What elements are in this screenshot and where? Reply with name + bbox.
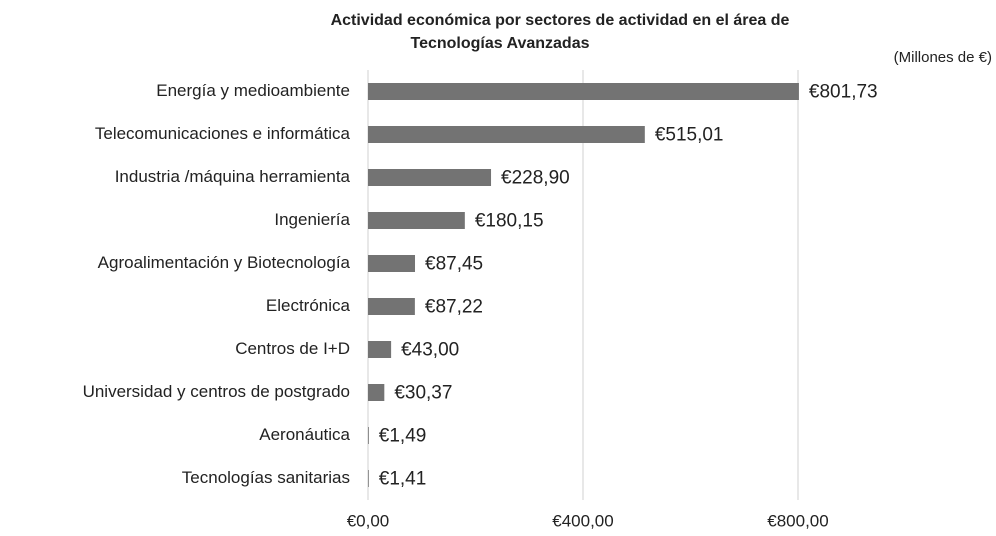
y-tick-label: Ingeniería <box>274 210 350 229</box>
value-label: €801,73 <box>809 82 878 103</box>
value-label: €1,49 <box>379 426 427 447</box>
x-tick-label: €800,00 <box>767 511 828 530</box>
bar <box>368 83 799 100</box>
bar <box>368 255 416 272</box>
bar <box>368 427 369 444</box>
y-tick-label: Industria /máquina herramienta <box>115 167 351 186</box>
chart-title: Actividad económica por sectores de acti… <box>331 12 790 29</box>
bar <box>368 341 392 358</box>
value-label: €515,01 <box>655 125 724 146</box>
y-tick-label: Agroalimentación y Biotecnología <box>98 253 351 272</box>
y-tick-label: Tecnologías sanitarias <box>182 468 350 487</box>
bar <box>368 298 415 315</box>
unit-label: (Millones de €) <box>894 49 992 66</box>
bar <box>368 212 465 229</box>
y-tick-label: Telecomunicaciones e informática <box>95 124 351 143</box>
bar <box>368 470 369 487</box>
chart-title: Tecnologías Avanzadas <box>410 35 589 52</box>
bar <box>368 169 492 186</box>
bar <box>368 126 645 143</box>
value-label: €228,90 <box>501 168 570 189</box>
y-tick-label: Universidad y centros de postgrado <box>83 382 350 401</box>
value-label: €43,00 <box>401 340 459 361</box>
value-label: €87,22 <box>425 297 483 318</box>
y-tick-label: Energía y medioambiente <box>156 81 350 100</box>
value-label: €87,45 <box>425 254 483 275</box>
value-label: €180,15 <box>475 211 544 232</box>
x-tick-label: €400,00 <box>552 511 613 530</box>
y-tick-label: Centros de I+D <box>235 339 350 358</box>
y-tick-label: Electrónica <box>266 296 351 315</box>
value-label: €1,41 <box>379 469 427 490</box>
value-label: €30,37 <box>394 383 452 404</box>
y-tick-label: Aeronáutica <box>259 425 350 444</box>
x-tick-label: €0,00 <box>347 511 390 530</box>
bar <box>368 384 385 401</box>
